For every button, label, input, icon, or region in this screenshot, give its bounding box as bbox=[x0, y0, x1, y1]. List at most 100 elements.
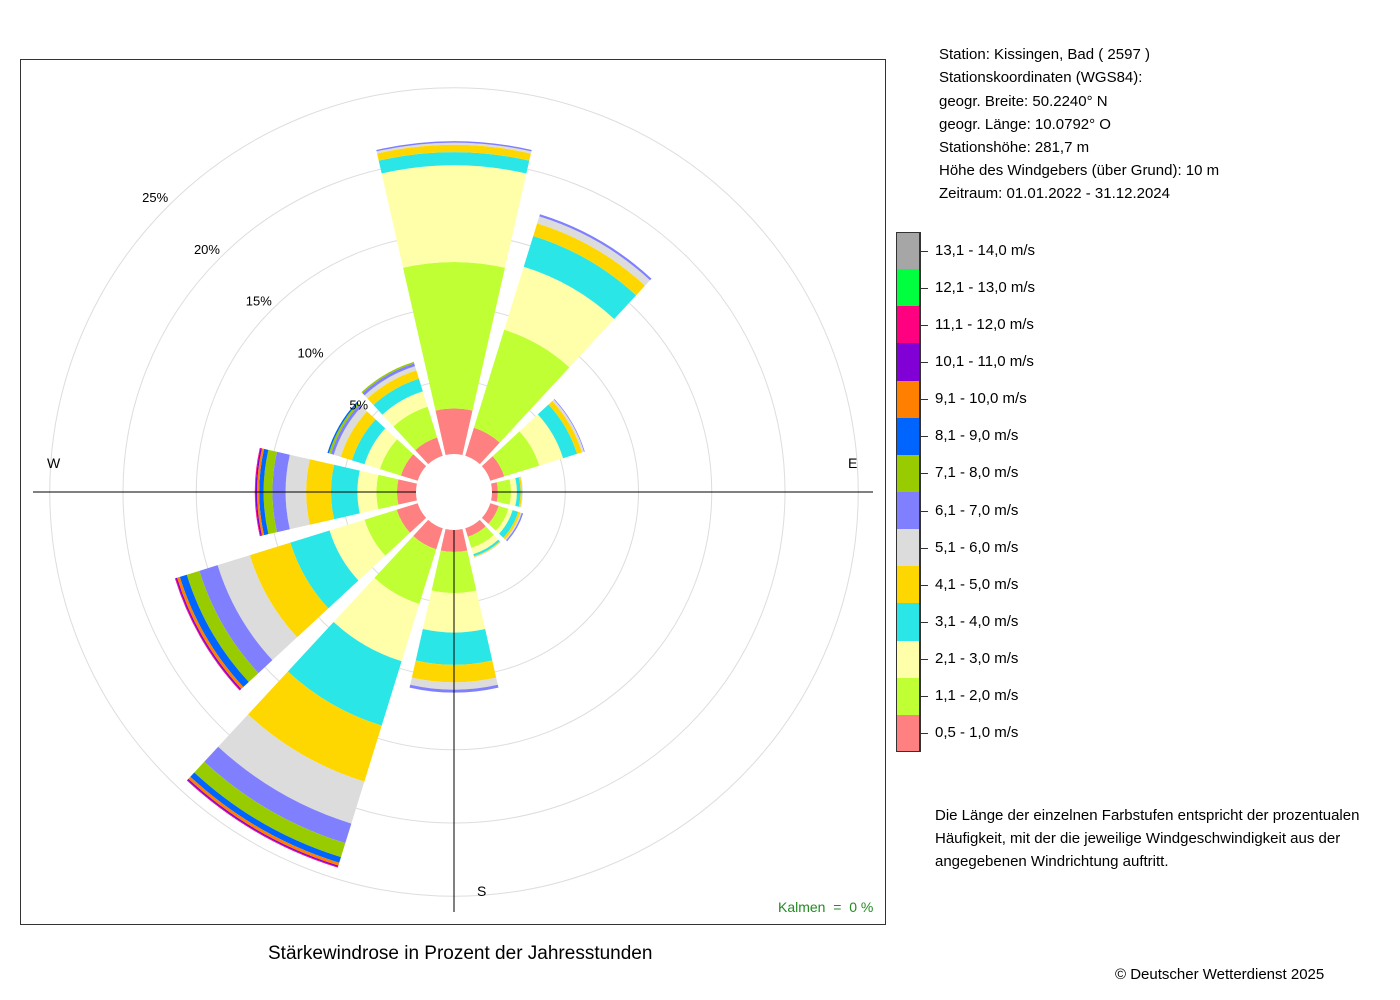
legend-swatch bbox=[896, 380, 920, 419]
rose-segment bbox=[374, 536, 437, 604]
rose-segment bbox=[190, 772, 341, 863]
legend-label: 10,1 - 11,0 m/s bbox=[935, 352, 1034, 370]
rose-segment bbox=[186, 570, 259, 683]
legend-label: 12,1 - 13,0 m/s bbox=[935, 278, 1036, 296]
rose-segment bbox=[179, 574, 249, 688]
ring-label: 20% bbox=[194, 242, 220, 257]
legend-label: 5,1 - 6,0 m/s bbox=[935, 538, 1019, 556]
rose-segment bbox=[287, 621, 402, 726]
rose-segment bbox=[518, 476, 523, 508]
rose-segment bbox=[537, 216, 651, 286]
rose-segment bbox=[393, 406, 438, 451]
wind-rose-chart: W E S 5% 10% 15% 20% 25% bbox=[33, 87, 873, 912]
rose-segment bbox=[481, 503, 499, 524]
legend-swatch bbox=[896, 566, 920, 604]
rose-segment bbox=[473, 329, 570, 443]
direction-label-south: S bbox=[477, 883, 486, 899]
station-coords-heading: Stationskoordinaten (WGS84): bbox=[939, 69, 1143, 86]
legend-label: 2,1 - 3,0 m/s bbox=[935, 650, 1019, 668]
rose-segment bbox=[361, 361, 415, 394]
legend-tick bbox=[920, 473, 928, 475]
rose-segment bbox=[333, 406, 367, 457]
legend-tick bbox=[920, 399, 928, 401]
legend-tick bbox=[920, 584, 928, 586]
rose-segment bbox=[495, 508, 513, 534]
legend-label: 8,1 - 9,0 m/s bbox=[935, 427, 1019, 445]
rose-segment bbox=[400, 454, 427, 481]
rose-segment bbox=[254, 447, 261, 537]
rose-segment bbox=[533, 223, 646, 296]
legend-tick bbox=[920, 361, 928, 363]
rose-segment bbox=[199, 565, 273, 674]
rose-segment bbox=[465, 427, 500, 465]
rose-segment bbox=[257, 448, 265, 536]
rose-segment bbox=[488, 505, 509, 531]
rose-segment bbox=[340, 411, 376, 461]
rose-segment bbox=[329, 519, 386, 581]
sector-layer bbox=[174, 141, 652, 868]
rose-segment bbox=[259, 448, 269, 536]
axis-layer bbox=[33, 491, 873, 912]
rose-segment bbox=[467, 526, 494, 548]
rose-segment bbox=[204, 746, 352, 844]
rose-segment bbox=[465, 519, 486, 537]
legend-swatch bbox=[896, 232, 920, 270]
rose-segment bbox=[248, 671, 382, 782]
ring-label: 25% bbox=[142, 190, 168, 205]
rose-segment bbox=[413, 519, 443, 550]
rose-segment bbox=[473, 541, 501, 557]
legend-label: 6,1 - 7,0 m/s bbox=[935, 501, 1019, 519]
rose-segment bbox=[396, 503, 427, 533]
rose-segment bbox=[519, 414, 564, 466]
rose-segment bbox=[218, 714, 365, 824]
rose-segment bbox=[364, 366, 417, 399]
legend-label: 1,1 - 2,0 m/s bbox=[935, 687, 1019, 705]
legend-tick bbox=[920, 287, 928, 289]
rose-segment bbox=[364, 509, 410, 556]
station-name: Station: Kissingen, Bad ( 2597 ) bbox=[939, 46, 1150, 63]
legend-tick bbox=[920, 324, 928, 326]
station-latitude: geogr. Breite: 50.2240° N bbox=[939, 93, 1108, 110]
rose-segment bbox=[473, 539, 500, 557]
rose-segment bbox=[381, 165, 527, 268]
legend-swatch bbox=[896, 306, 920, 344]
rose-segment bbox=[474, 541, 501, 558]
rose-segment bbox=[506, 512, 524, 542]
ring-label: 5% bbox=[349, 397, 368, 412]
legend-swatch bbox=[896, 714, 920, 753]
rose-segment bbox=[552, 399, 585, 453]
rose-segment bbox=[503, 511, 521, 540]
rose-segment bbox=[255, 448, 262, 536]
rose-segment bbox=[499, 510, 519, 538]
rose-segment bbox=[548, 400, 582, 454]
rose-segment bbox=[290, 530, 359, 609]
legend-swatch bbox=[896, 603, 920, 642]
direction-label-east: E bbox=[848, 455, 857, 471]
rose-segment bbox=[504, 512, 522, 541]
legend-swatch bbox=[896, 343, 920, 382]
legend-label: 0,5 - 1,0 m/s bbox=[935, 724, 1019, 742]
legend-tick bbox=[920, 510, 928, 512]
rose-segment bbox=[217, 555, 298, 661]
explanation-note: Die Länge der einzelnen Farbstufen entsp… bbox=[935, 807, 1360, 870]
legend-tick bbox=[920, 250, 928, 252]
rose-segment bbox=[377, 144, 531, 161]
rose-segment bbox=[537, 404, 578, 459]
rose-segment bbox=[523, 235, 637, 320]
rose-segment bbox=[481, 456, 505, 481]
calm-label: Kalmen = 0 % bbox=[778, 899, 874, 915]
direction-label-west: W bbox=[47, 455, 61, 471]
rose-segment bbox=[376, 141, 532, 152]
rose-segment bbox=[194, 761, 346, 858]
rose-segment bbox=[333, 577, 420, 662]
rose-segment bbox=[376, 142, 532, 154]
rose-segment bbox=[379, 439, 414, 476]
chart-caption: Stärkewindrose in Prozent der Jahresstun… bbox=[268, 943, 653, 964]
rose-segment bbox=[373, 378, 423, 415]
ring-label: 10% bbox=[298, 346, 324, 361]
legend-label: 7,1 - 8,0 m/s bbox=[935, 464, 1019, 482]
rose-segment bbox=[364, 428, 398, 470]
legend-label: 4,1 - 5,0 m/s bbox=[935, 575, 1019, 593]
rose-segment bbox=[403, 262, 505, 411]
rose-segment bbox=[471, 534, 499, 555]
